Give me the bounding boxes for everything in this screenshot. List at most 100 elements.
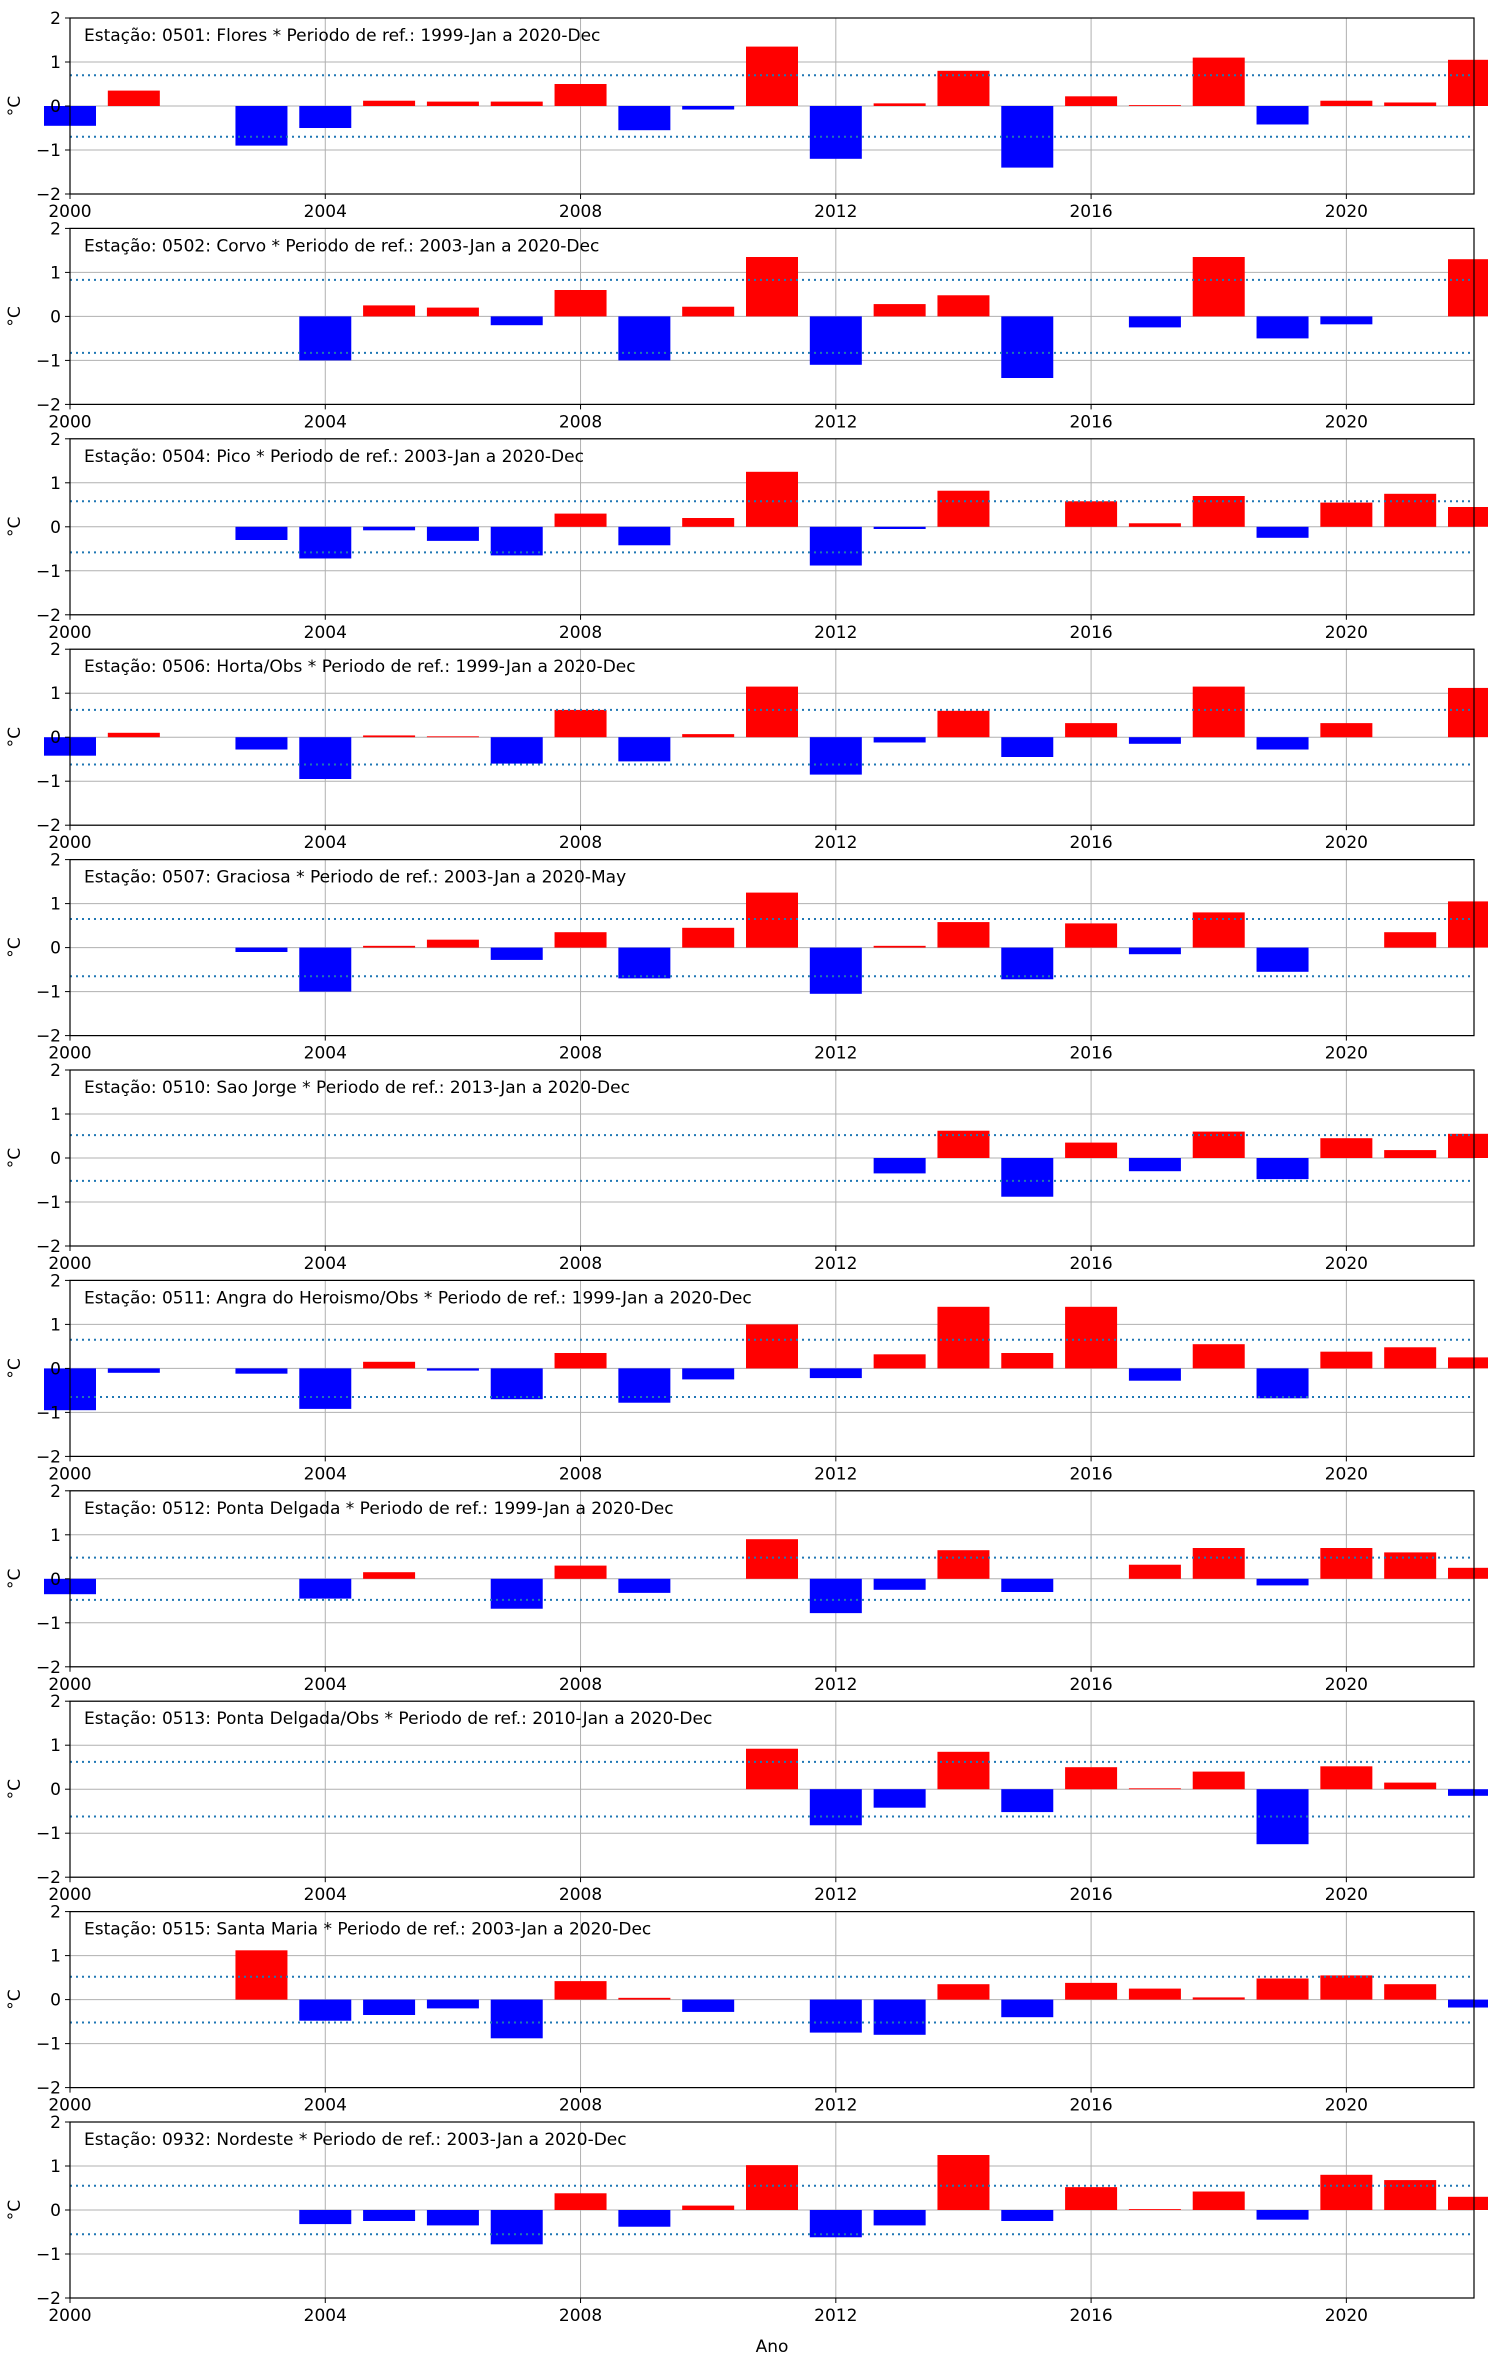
x-tick-label: 2020 — [1325, 202, 1368, 222]
bar-2012 — [809, 1368, 862, 1379]
x-tick-label: 2016 — [1069, 202, 1112, 222]
y-tick-label: 1 — [50, 1105, 61, 1125]
bar-2022 — [1448, 1357, 1488, 1369]
y-tick-label: 1 — [50, 53, 61, 73]
bar-2022 — [1448, 687, 1488, 738]
bar-2003 — [235, 737, 288, 750]
bar-2017 — [1128, 316, 1181, 328]
y-tick-label: 1 — [50, 1947, 61, 1967]
y-tick-label: 1 — [50, 1526, 61, 1546]
bar-2010 — [682, 1368, 735, 1380]
bar-2019 — [1256, 1368, 1309, 1399]
y-axis-label: °C — [5, 96, 25, 116]
x-tick-label: 2020 — [1325, 1044, 1368, 1064]
bar-2022 — [1448, 1567, 1488, 1579]
x-tick-label: 2016 — [1069, 623, 1112, 643]
bar-2008 — [554, 1353, 607, 1369]
x-tick-label: 2004 — [304, 412, 347, 432]
y-tick-label: 2 — [50, 1271, 61, 1291]
bar-2021 — [1384, 102, 1437, 106]
bar-2008 — [554, 1565, 607, 1579]
bar-2015 — [1001, 2210, 1054, 2221]
panel-title: Estação: 0932: Nordeste * Periodo de ref… — [84, 2130, 627, 2150]
bar-2003 — [235, 947, 288, 952]
bar-2008 — [554, 513, 607, 527]
bar-2005 — [363, 305, 416, 317]
bar-2010 — [682, 306, 735, 317]
bar-2011 — [746, 1539, 798, 1579]
x-tick-label: 2012 — [814, 1464, 857, 1484]
bar-2005 — [363, 1572, 416, 1579]
y-tick-label: 2 — [50, 2113, 61, 2133]
bar-2013 — [873, 1999, 926, 2035]
bar-2012 — [809, 737, 862, 775]
x-tick-label: 2000 — [48, 1044, 91, 1064]
bar-2018 — [1192, 257, 1245, 317]
bar-2015 — [1001, 316, 1054, 378]
bar-2015 — [1001, 1158, 1054, 1197]
x-tick-label: 2012 — [814, 2096, 857, 2116]
panel-title: Estação: 0511: Angra do Heroismo/Obs * P… — [84, 1288, 752, 1308]
x-tick-label: 2008 — [559, 1254, 602, 1274]
bar-2011 — [746, 1324, 798, 1369]
y-tick-label: −2 — [36, 1658, 61, 1678]
y-tick-label: 0 — [50, 518, 61, 538]
bar-2007 — [490, 737, 543, 764]
bar-2022 — [1448, 1789, 1488, 1796]
bar-2022 — [1448, 59, 1488, 106]
x-tick-label: 2020 — [1325, 1254, 1368, 1274]
bar-2020 — [1320, 1138, 1373, 1158]
bar-2015 — [1001, 947, 1054, 980]
y-tick-label: 1 — [50, 263, 61, 283]
x-tick-label: 2020 — [1325, 1675, 1368, 1695]
x-tick-label: 2016 — [1069, 1675, 1112, 1695]
bar-2013 — [873, 1158, 926, 1174]
y-tick-label: 0 — [50, 97, 61, 117]
x-tick-label: 2020 — [1325, 1464, 1368, 1484]
bar-2005 — [363, 1361, 416, 1369]
bar-2009 — [618, 526, 671, 546]
bar-2008 — [554, 84, 607, 106]
bar-2021 — [1384, 493, 1437, 527]
bar-2005 — [363, 1999, 416, 2015]
bar-2016 — [1065, 723, 1118, 738]
bar-2018 — [1192, 496, 1245, 527]
bar-2018 — [1192, 1131, 1245, 1158]
y-tick-label: −2 — [36, 1868, 61, 1888]
bar-2011 — [746, 471, 798, 527]
bar-2019 — [1256, 526, 1309, 538]
bar-2012 — [809, 106, 862, 159]
bar-2012 — [809, 526, 862, 566]
chart-panel-2: −2 −1 0 1 2 2000 2004 2008 2012 2016 2020 °C Estação… — [5, 430, 1488, 643]
y-tick-label: −1 — [36, 1824, 61, 1844]
bar-2003 — [235, 526, 288, 540]
x-tick-label: 2020 — [1325, 2096, 1368, 2116]
bar-2009 — [618, 1578, 671, 1593]
bar-2013 — [873, 103, 926, 106]
bar-2016 — [1065, 1306, 1118, 1369]
panel-title: Estação: 0515: Santa Maria * Periodo de … — [84, 1920, 651, 1940]
bar-2006 — [426, 939, 479, 948]
bar-2004 — [299, 316, 352, 361]
x-tick-label: 2004 — [304, 1464, 347, 1484]
x-tick-label: 2012 — [814, 1254, 857, 1274]
bar-2021 — [1384, 1984, 1437, 2000]
bar-2003 — [235, 1368, 288, 1374]
bar-2007 — [490, 1999, 543, 2039]
bar-2017 — [1128, 2209, 1181, 2210]
y-tick-label: −1 — [36, 2035, 61, 2055]
bar-2017 — [1128, 1788, 1181, 1790]
bar-2012 — [809, 1789, 862, 1826]
y-tick-label: −1 — [36, 772, 61, 792]
bar-2010 — [682, 1999, 735, 2012]
bar-2014 — [937, 710, 990, 738]
y-tick-label: 0 — [50, 1149, 61, 1169]
y-tick-label: 0 — [50, 1359, 61, 1379]
y-axis-label: °C — [5, 2200, 25, 2220]
x-tick-label: 2020 — [1325, 2306, 1368, 2326]
bar-2006 — [426, 2210, 479, 2226]
bar-2012 — [809, 1578, 862, 1614]
bar-2006 — [426, 1368, 479, 1371]
y-axis-label: °C — [5, 937, 25, 957]
bar-2019 — [1256, 737, 1309, 750]
